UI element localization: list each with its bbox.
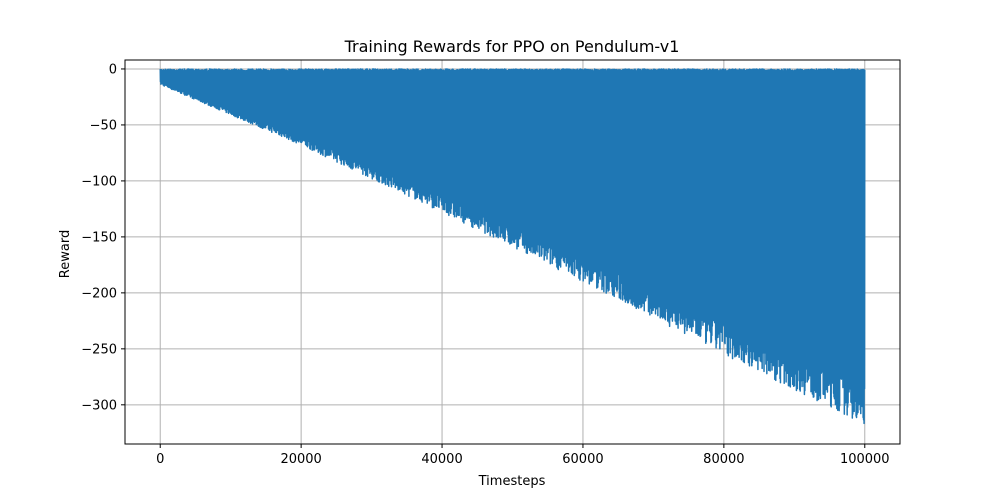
x-axis-label: Timesteps: [478, 474, 546, 489]
y-axis-label: Reward: [58, 230, 73, 278]
x-tick-label: 60000: [562, 452, 603, 467]
y-tick-label: −250: [81, 342, 117, 357]
series-group: [159, 68, 866, 425]
x-tick-label: 40000: [421, 452, 462, 467]
y-tick-label: −300: [81, 398, 117, 413]
reward-series-line: [159, 68, 866, 425]
y-tick-label: −200: [81, 286, 117, 301]
chart-title: Training Rewards for PPO on Pendulum-v1: [344, 37, 680, 56]
y-tick-label: −100: [81, 174, 117, 189]
x-tick-label: 100000: [840, 452, 890, 467]
x-tick-label: 80000: [703, 452, 744, 467]
axes-frame: [124, 59, 901, 445]
y-axis-ticks: 0 −50 −100 −150 −200 −250 −300: [81, 62, 125, 413]
x-axis-ticks: 0 20000 40000 60000 80000 100000: [156, 444, 890, 467]
y-tick-label: 0: [109, 62, 117, 77]
y-tick-label: −50: [90, 118, 117, 133]
x-tick-label: 20000: [280, 452, 321, 467]
y-tick-label: −150: [81, 230, 117, 245]
x-tick-label: 0: [156, 452, 164, 467]
